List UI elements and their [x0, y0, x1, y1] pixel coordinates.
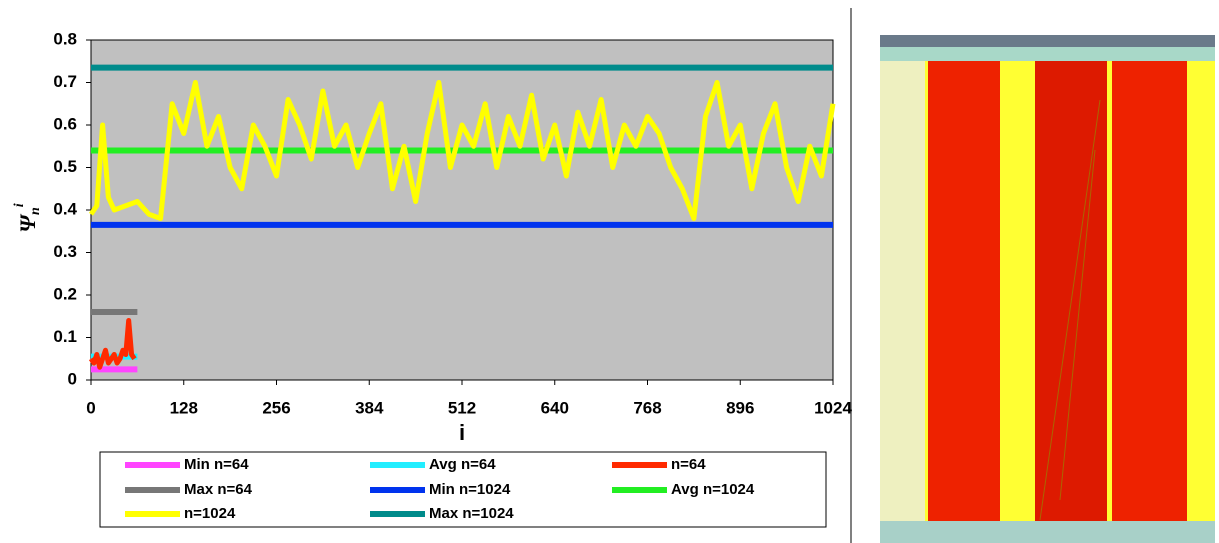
page: {"chart_data": {"type": "line", "x_label… [0, 0, 1219, 543]
legend-label: Min n=1024 [429, 481, 511, 498]
y-tick-label: 0.3 [53, 242, 77, 261]
thumb-header [880, 47, 1215, 61]
legend-label: Max n=1024 [429, 505, 514, 522]
x-axis-label: i [459, 420, 465, 445]
thumb-rowlabels [880, 61, 925, 521]
y-label-sup: i [12, 203, 27, 207]
legend-label: n=64 [671, 456, 706, 473]
y-tick-label: 0.8 [53, 29, 77, 48]
thumb-column [928, 61, 1000, 521]
y-tick-label: 0.1 [53, 327, 77, 346]
x-tick-label: 768 [633, 398, 661, 417]
x-tick-label: 256 [262, 398, 290, 417]
y-tick-label: 0.6 [53, 114, 77, 133]
legend-label: n=1024 [184, 505, 236, 522]
y-tick-label: 0.2 [53, 284, 77, 303]
y-label-main: Ψ [15, 214, 40, 233]
legend-label: Avg n=64 [429, 456, 496, 473]
x-tick-label: 896 [726, 398, 754, 417]
y-tick-label: 0.4 [53, 199, 77, 218]
screenshot-thumbnail [880, 35, 1215, 543]
x-tick-label: 512 [448, 398, 476, 417]
plot-area [91, 40, 833, 380]
y-label-sub: n [28, 207, 43, 215]
thumb-footer [880, 521, 1215, 543]
legend-label: Max n=64 [184, 481, 253, 498]
y-tick-label: 0 [68, 369, 77, 388]
legend-label: Avg n=1024 [671, 481, 755, 498]
x-tick-label: 128 [170, 398, 198, 417]
y-axis-label-group: Ψni [12, 203, 43, 232]
y-axis-label: Ψni [12, 203, 43, 232]
thumb-column [1112, 61, 1187, 521]
thumb-titlebar [880, 35, 1215, 47]
y-tick-label: 0.5 [53, 157, 77, 176]
x-tick-label: 0 [86, 398, 95, 417]
x-tick-label: 384 [355, 398, 384, 417]
legend-label: Min n=64 [184, 456, 249, 473]
y-tick-label: 0.7 [53, 72, 77, 91]
chart: i Ψni 00.10.20.30.40.50.60.70.8012825638… [0, 0, 1219, 543]
x-tick-label: 1024 [814, 398, 852, 417]
x-tick-label: 640 [541, 398, 569, 417]
